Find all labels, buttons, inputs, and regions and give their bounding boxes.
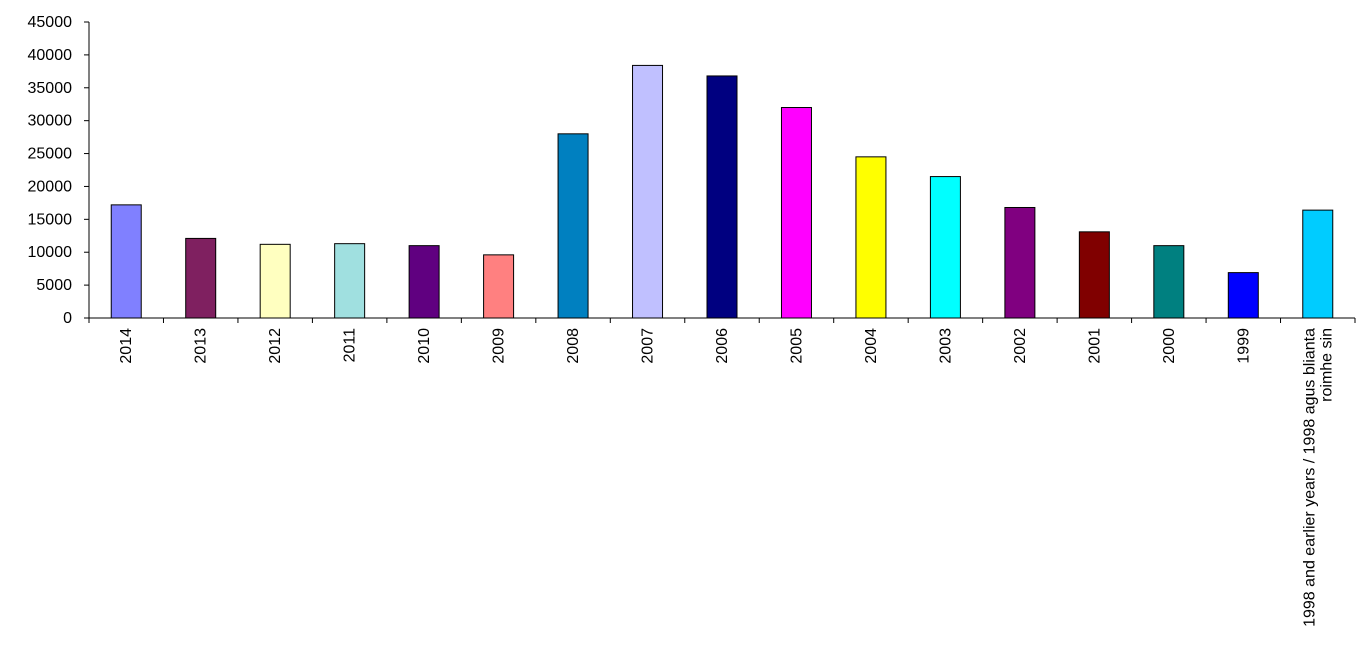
x-axis: 2014 2013 2012 2011 2010 2009 2008 2007 2006 2005… [88, 317, 1356, 627]
y-tick-label: 5000 [36, 277, 72, 294]
y-tick-label: 45000 [28, 14, 73, 31]
bar [632, 64, 664, 319]
x-tick-label-line: 2006 [714, 328, 731, 364]
x-tick-label: 2012 [267, 328, 284, 364]
x-tick-label-line: 2007 [640, 328, 657, 364]
bar [706, 75, 738, 319]
bar [110, 204, 142, 319]
bar [408, 245, 440, 319]
bar [1153, 245, 1185, 319]
y-tick-label: 35000 [28, 80, 73, 97]
bar [855, 156, 887, 319]
x-tick-label: 2013 [193, 328, 210, 364]
bar [780, 107, 812, 319]
x-tick-label-line: 1999 [1235, 328, 1252, 364]
x-tick-label-line: 2001 [1086, 328, 1103, 364]
x-tick-label: 2010 [416, 328, 433, 364]
y-tick-label: 40000 [28, 47, 73, 64]
x-tick-label: 2001 [1086, 328, 1103, 364]
x-tick-label-line: roimhe sin [1318, 328, 1335, 402]
x-tick-label-line: 2003 [937, 328, 954, 364]
x-tick-label-line: 2004 [863, 328, 880, 364]
bar [1302, 209, 1334, 319]
y-tick-label: 15000 [28, 211, 73, 228]
x-tick-label-line: 1998 and earlier years / 1998 agus blian… [1301, 328, 1318, 627]
x-tick-label: 2005 [788, 328, 805, 364]
x-tick-label-line: 2011 [342, 328, 359, 363]
bar [1004, 206, 1036, 319]
bar [334, 243, 366, 319]
x-tick-label: 2003 [937, 328, 954, 364]
x-tick-label: 2009 [491, 328, 508, 364]
x-tick-label: 2000 [1161, 328, 1178, 364]
x-tick-label: 2014 [118, 328, 135, 364]
x-tick-label-line: 2010 [416, 328, 433, 364]
x-tick-label: 2002 [1012, 328, 1029, 364]
x-tick-label-line: 2008 [565, 328, 582, 364]
bars [110, 64, 1334, 319]
y-axis: 0 5000 10000 15000 20000 25000 30000 35000 40000… [28, 14, 90, 327]
bar [483, 254, 515, 319]
bar [557, 133, 589, 319]
bar [185, 237, 217, 319]
y-tick-label: 20000 [28, 178, 73, 195]
x-tick-label-line: 2005 [788, 328, 805, 364]
x-tick-label: 1998 and earlier years / 1998 agus blian… [1301, 328, 1335, 627]
x-tick-label-line: 2009 [491, 328, 508, 364]
x-tick-label: 2007 [640, 328, 657, 364]
x-tick-label: 1999 [1235, 328, 1252, 364]
bar [1078, 231, 1110, 319]
y-tick-label: 10000 [28, 244, 73, 261]
x-tick-label-line: 2002 [1012, 328, 1029, 364]
x-tick-label-line: 2014 [118, 328, 135, 364]
x-tick-label: 2008 [565, 328, 582, 364]
x-tick-label: 2006 [714, 328, 731, 364]
x-tick-label-line: 2012 [267, 328, 284, 364]
bar [1227, 272, 1259, 319]
bar [259, 243, 291, 319]
x-tick-label-line: 2000 [1161, 328, 1178, 364]
x-tick-label-line: 2013 [193, 328, 210, 364]
x-tick-label: 2011 [342, 328, 359, 363]
bar [929, 176, 961, 319]
x-tick-label: 2004 [863, 328, 880, 364]
y-tick-label: 30000 [28, 113, 73, 130]
y-tick-label: 25000 [28, 146, 73, 163]
y-tick-label: 0 [63, 310, 72, 327]
